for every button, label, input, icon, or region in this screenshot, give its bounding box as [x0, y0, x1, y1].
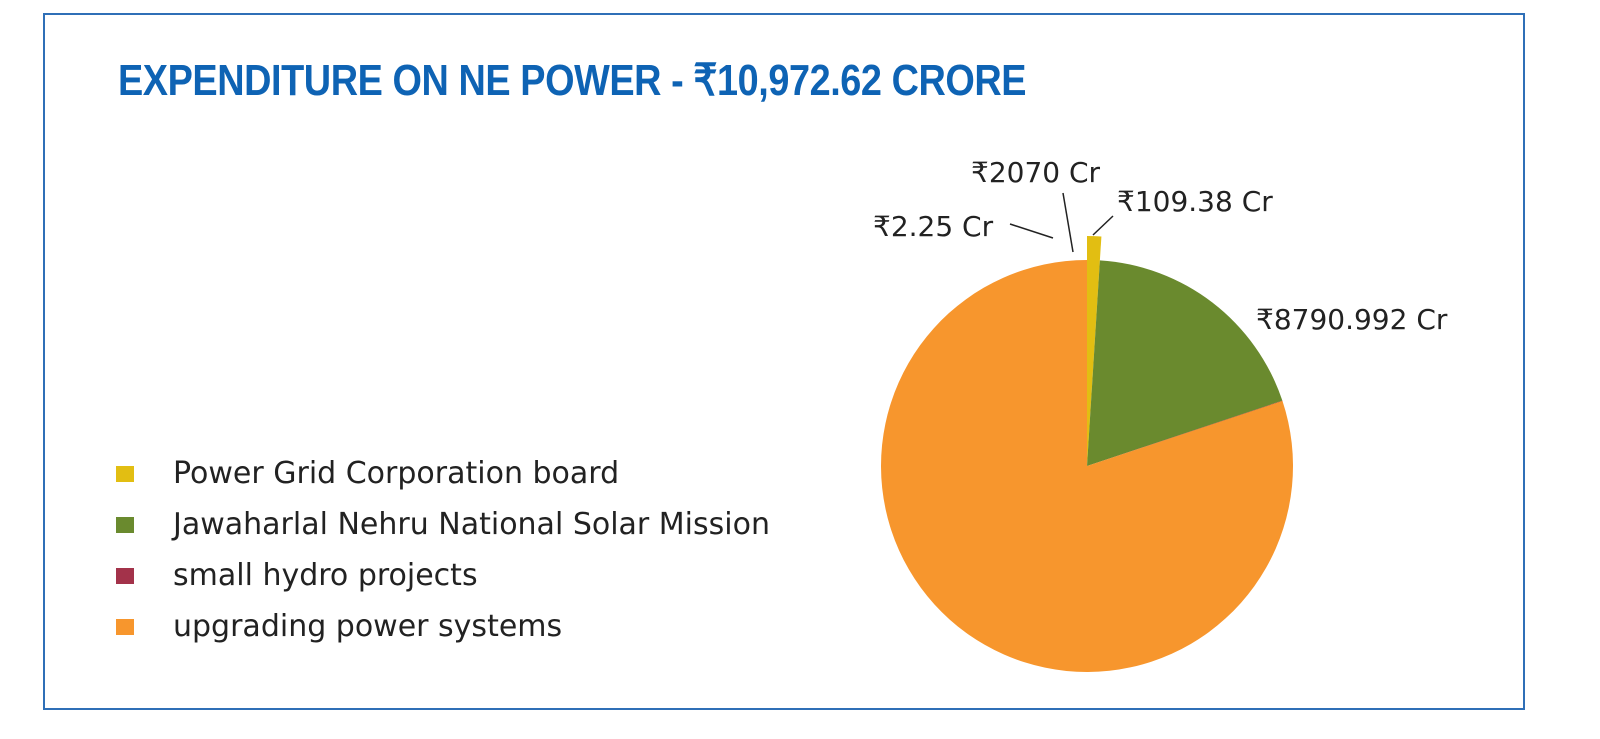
- legend-swatch-small-hydro: [116, 567, 134, 584]
- pie-slice-solar-mission: [1087, 260, 1283, 466]
- chart-frame: [43, 13, 1525, 710]
- legend-item-power-grid: Power Grid Corporation board: [116, 448, 770, 499]
- pie-slices: [881, 236, 1294, 672]
- leader-line-small-hydro: [1009, 223, 1054, 239]
- legend-label-upgrading-power: upgrading power systems: [173, 609, 563, 644]
- data-label-solar-mission: ₹2070 Cr: [971, 156, 1101, 189]
- data-label-power-grid: ₹109.38 Cr: [1117, 185, 1273, 218]
- legend-swatch-power-grid: [116, 465, 134, 482]
- data-label-small-hydro: ₹2.25 Cr: [873, 210, 994, 243]
- legend-item-small-hydro: small hydro projects: [116, 550, 770, 601]
- pie-slice-power-grid: [1087, 236, 1102, 466]
- data-labels: ₹109.38 Cr ₹2070 Cr ₹2.25 Cr ₹8790.992 Cr: [873, 156, 1448, 336]
- leader-lines: [1009, 192, 1114, 253]
- legend-swatch-upgrading-power: [116, 618, 134, 635]
- leader-line-solar-mission: [1062, 192, 1074, 253]
- legend-swatch-solar-mission: [116, 516, 134, 533]
- pie-slice-small-hydro: [1087, 400, 1283, 466]
- legend-label-small-hydro: small hydro projects: [173, 558, 478, 593]
- legend-item-upgrading-power: upgrading power systems: [116, 601, 770, 652]
- legend-label-power-grid: Power Grid Corporation board: [173, 456, 620, 491]
- legend-item-solar-mission: Jawaharlal Nehru National Solar Mission: [116, 499, 770, 550]
- legend-label-solar-mission: Jawaharlal Nehru National Solar Mission: [173, 507, 770, 542]
- legend: Power Grid Corporation board Jawaharlal …: [116, 448, 770, 652]
- leader-line-power-grid: [1092, 215, 1114, 236]
- pie-slice-upgrading-power: [881, 260, 1294, 672]
- chart-title: EXPENDITURE ON NE POWER - ₹10,972.62 CRO…: [118, 56, 1027, 105]
- data-label-upgrading-power: ₹8790.992 Cr: [1256, 303, 1448, 336]
